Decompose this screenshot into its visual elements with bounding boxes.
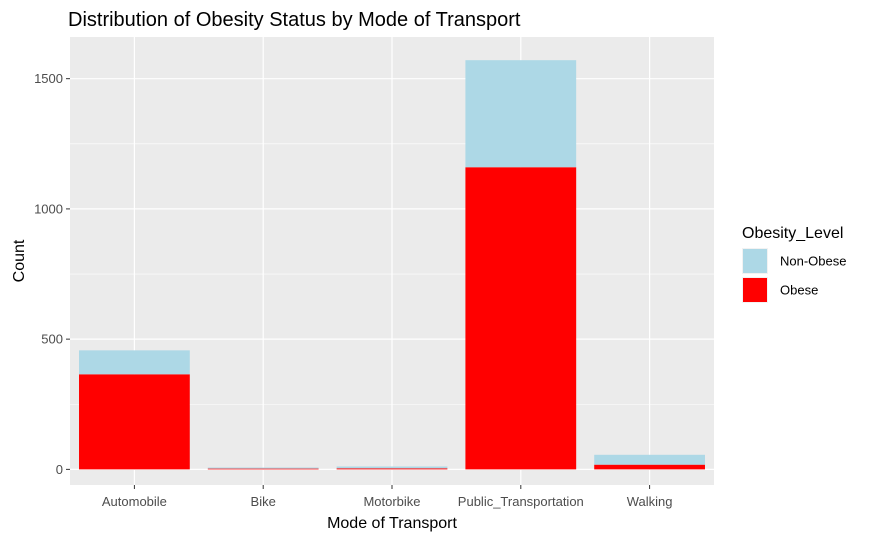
y-tick-label: 1000 — [34, 201, 63, 216]
bar-obese-bike — [207, 468, 319, 470]
legend: Obesity_Level Non-Obese Obese — [742, 225, 846, 303]
bar-obese-motorbike — [336, 468, 448, 470]
x-tick-label: Motorbike — [363, 494, 420, 509]
legend-title: Obesity_Level — [742, 225, 843, 242]
legend-label-non-obese: Non-Obese — [780, 254, 846, 269]
bar-obese-automobile — [79, 374, 190, 470]
bars — [79, 60, 705, 470]
x-tick-label: Public_Transportation — [458, 494, 584, 509]
x-axis: Automobile Bike Motorbike Public_Transporta… — [102, 485, 673, 509]
bar-non-obese-bike — [207, 467, 319, 469]
x-tick-label: Bike — [251, 494, 276, 509]
x-axis-title: Mode of Transport — [327, 515, 457, 532]
legend-label-obese: Obese — [780, 283, 818, 298]
bar-non-obese-public_transportation — [465, 60, 577, 168]
legend-swatch-obese — [743, 278, 767, 302]
y-tick-label: 1500 — [34, 71, 63, 86]
y-axis: 0 500 1000 1500 — [34, 71, 70, 477]
chart-title: Distribution of Obesity Status by Mode o… — [68, 9, 521, 31]
bar-non-obese-walking — [594, 454, 705, 465]
bar-non-obese-automobile — [79, 350, 190, 375]
y-tick-label: 0 — [56, 462, 63, 477]
x-tick-label: Walking — [627, 494, 673, 509]
legend-swatch-non-obese — [743, 249, 767, 273]
y-axis-title: Count — [11, 239, 28, 282]
bar-non-obese-motorbike — [336, 466, 448, 469]
bar-obese-public_transportation — [465, 167, 577, 470]
y-tick-label: 500 — [41, 332, 63, 347]
bar-obese-walking — [594, 464, 705, 470]
x-tick-label: Automobile — [102, 494, 167, 509]
